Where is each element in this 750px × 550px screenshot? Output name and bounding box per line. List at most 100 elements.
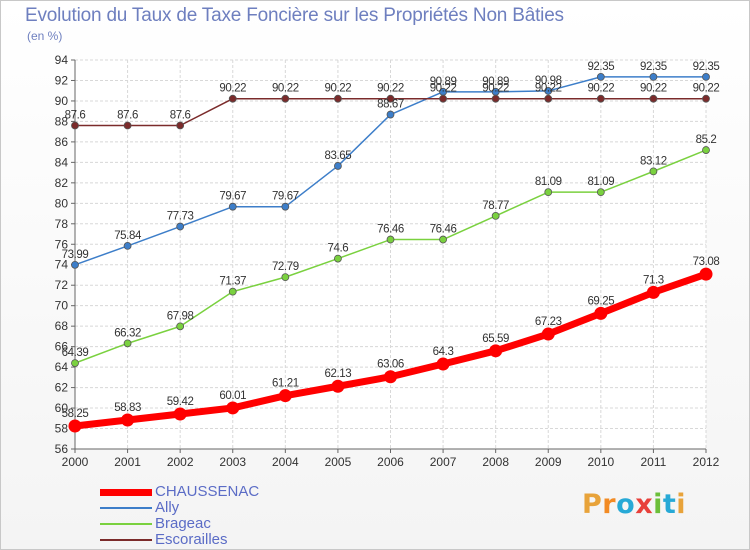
- data-point-chaussenac: [594, 306, 608, 320]
- data-point-brageac: [386, 235, 395, 244]
- data-label-escorailles: 90.22: [640, 83, 667, 95]
- x-tick-label: 2010: [587, 455, 614, 469]
- data-point-escorailles: [123, 121, 132, 130]
- data-label-brageac: 67.98: [167, 310, 194, 322]
- data-point-chaussenac: [646, 285, 660, 299]
- data-label-ally: 73.99: [62, 249, 89, 261]
- data-label-escorailles: 90.22: [482, 83, 509, 95]
- legend-label: Escorailles: [155, 531, 228, 548]
- data-point-ally: [281, 202, 290, 211]
- data-point-escorailles: [334, 94, 342, 103]
- data-point-ally: [649, 72, 658, 81]
- data-point-brageac: [334, 254, 342, 263]
- data-label-brageac: 83.12: [640, 155, 667, 167]
- y-tick-label: 70: [55, 299, 69, 313]
- data-label-brageac: 66.32: [114, 327, 141, 339]
- data-label-ally: 90.98: [535, 75, 562, 87]
- data-label-escorailles: 87.6: [170, 110, 191, 122]
- data-label-escorailles: 90.22: [535, 83, 562, 95]
- data-label-ally: 88.67: [377, 99, 404, 111]
- x-tick-label: 2012: [693, 455, 720, 469]
- data-label-ally: 77.73: [167, 211, 194, 223]
- data-label-chaussenac: 62.13: [325, 368, 352, 380]
- unit-label: (en %): [27, 29, 63, 43]
- legend-item-escorailles: Escorailles: [100, 531, 300, 548]
- data-label-brageac: 78.77: [482, 200, 509, 212]
- y-tick-label: 94: [55, 53, 69, 67]
- data-point-chaussenac: [541, 327, 555, 341]
- data-point-ally: [123, 242, 132, 250]
- x-tick-label: 2000: [62, 455, 89, 469]
- x-tick-label: 2001: [114, 455, 141, 469]
- data-point-ally: [544, 87, 553, 95]
- data-point-ally: [596, 72, 605, 81]
- data-point-chaussenac: [699, 267, 713, 281]
- data-label-ally: 83.65: [325, 150, 352, 162]
- legend-swatch: [100, 489, 152, 496]
- y-tick-label: 76: [55, 237, 69, 251]
- data-label-ally: 79.67: [272, 191, 299, 203]
- data-point-brageac: [281, 273, 290, 282]
- y-tick-label: 66: [55, 340, 69, 354]
- y-tick-label: 80: [55, 196, 69, 210]
- x-tick-label: 2003: [219, 455, 246, 469]
- data-label-escorailles: 90.22: [325, 83, 352, 95]
- y-tick-label: 72: [55, 278, 69, 292]
- data-label-chaussenac: 58.25: [62, 408, 89, 420]
- data-label-chaussenac: 63.06: [377, 359, 404, 371]
- data-point-ally: [176, 222, 185, 231]
- data-label-brageac: 76.46: [377, 224, 404, 236]
- data-label-chaussenac: 65.59: [482, 333, 509, 345]
- data-point-chaussenac: [121, 413, 135, 427]
- y-tick-label: 64: [55, 360, 69, 374]
- data-label-ally: 92.35: [587, 61, 614, 73]
- y-tick-label: 92: [55, 73, 69, 87]
- data-label-ally: 90.89: [430, 76, 457, 88]
- legend-item-chaussenac: CHAUSSENAC: [100, 483, 300, 500]
- data-point-ally: [386, 110, 395, 119]
- data-point-ally: [702, 72, 710, 81]
- x-tick-label: 2005: [325, 455, 352, 469]
- data-label-brageac: 81.09: [587, 176, 614, 188]
- data-point-chaussenac: [436, 357, 450, 371]
- data-point-brageac: [596, 188, 605, 197]
- x-tick-label: 2002: [167, 455, 194, 469]
- legend-label: Ally: [155, 499, 180, 516]
- logo-letter: r: [602, 489, 617, 520]
- data-point-escorailles: [439, 94, 447, 103]
- y-tick-label: 68: [55, 319, 69, 333]
- data-point-brageac: [649, 167, 658, 176]
- data-point-chaussenac: [68, 419, 82, 433]
- data-label-escorailles: 90.22: [272, 83, 299, 95]
- data-point-brageac: [439, 235, 447, 244]
- x-tick-label: 2009: [535, 455, 562, 469]
- data-point-chaussenac: [173, 407, 187, 421]
- data-point-escorailles: [386, 94, 395, 103]
- legend-label: Brageac: [155, 515, 211, 532]
- data-point-chaussenac: [384, 370, 397, 384]
- data-label-brageac: 81.09: [535, 176, 562, 188]
- data-label-chaussenac: 58.83: [114, 402, 141, 414]
- y-tick-label: 88: [55, 114, 69, 128]
- y-tick-label: 78: [55, 217, 69, 231]
- legend-item-brageac: Brageac: [100, 515, 300, 532]
- data-label-brageac: 74.6: [328, 243, 349, 255]
- logo-letter: i: [676, 489, 687, 520]
- logo-letter: i: [653, 489, 663, 520]
- legend: CHAUSSENAC Ally Brageac Escorailles: [100, 483, 300, 548]
- y-tick-label: 84: [55, 155, 69, 169]
- data-point-brageac: [544, 188, 553, 197]
- legend-item-ally: Ally: [100, 499, 300, 516]
- data-label-brageac: 71.37: [219, 276, 246, 288]
- data-label-escorailles: 87.6: [65, 110, 86, 122]
- y-tick-label: 62: [55, 381, 69, 395]
- y-tick-label: 74: [55, 258, 69, 272]
- data-point-brageac: [228, 287, 237, 296]
- data-point-ally: [71, 260, 79, 269]
- data-label-chaussenac: 69.25: [587, 295, 614, 307]
- data-label-ally: 90.89: [482, 76, 509, 88]
- data-label-escorailles: 90.22: [430, 83, 457, 95]
- data-label-ally: 92.35: [693, 61, 720, 73]
- data-label-ally: 92.35: [640, 61, 667, 73]
